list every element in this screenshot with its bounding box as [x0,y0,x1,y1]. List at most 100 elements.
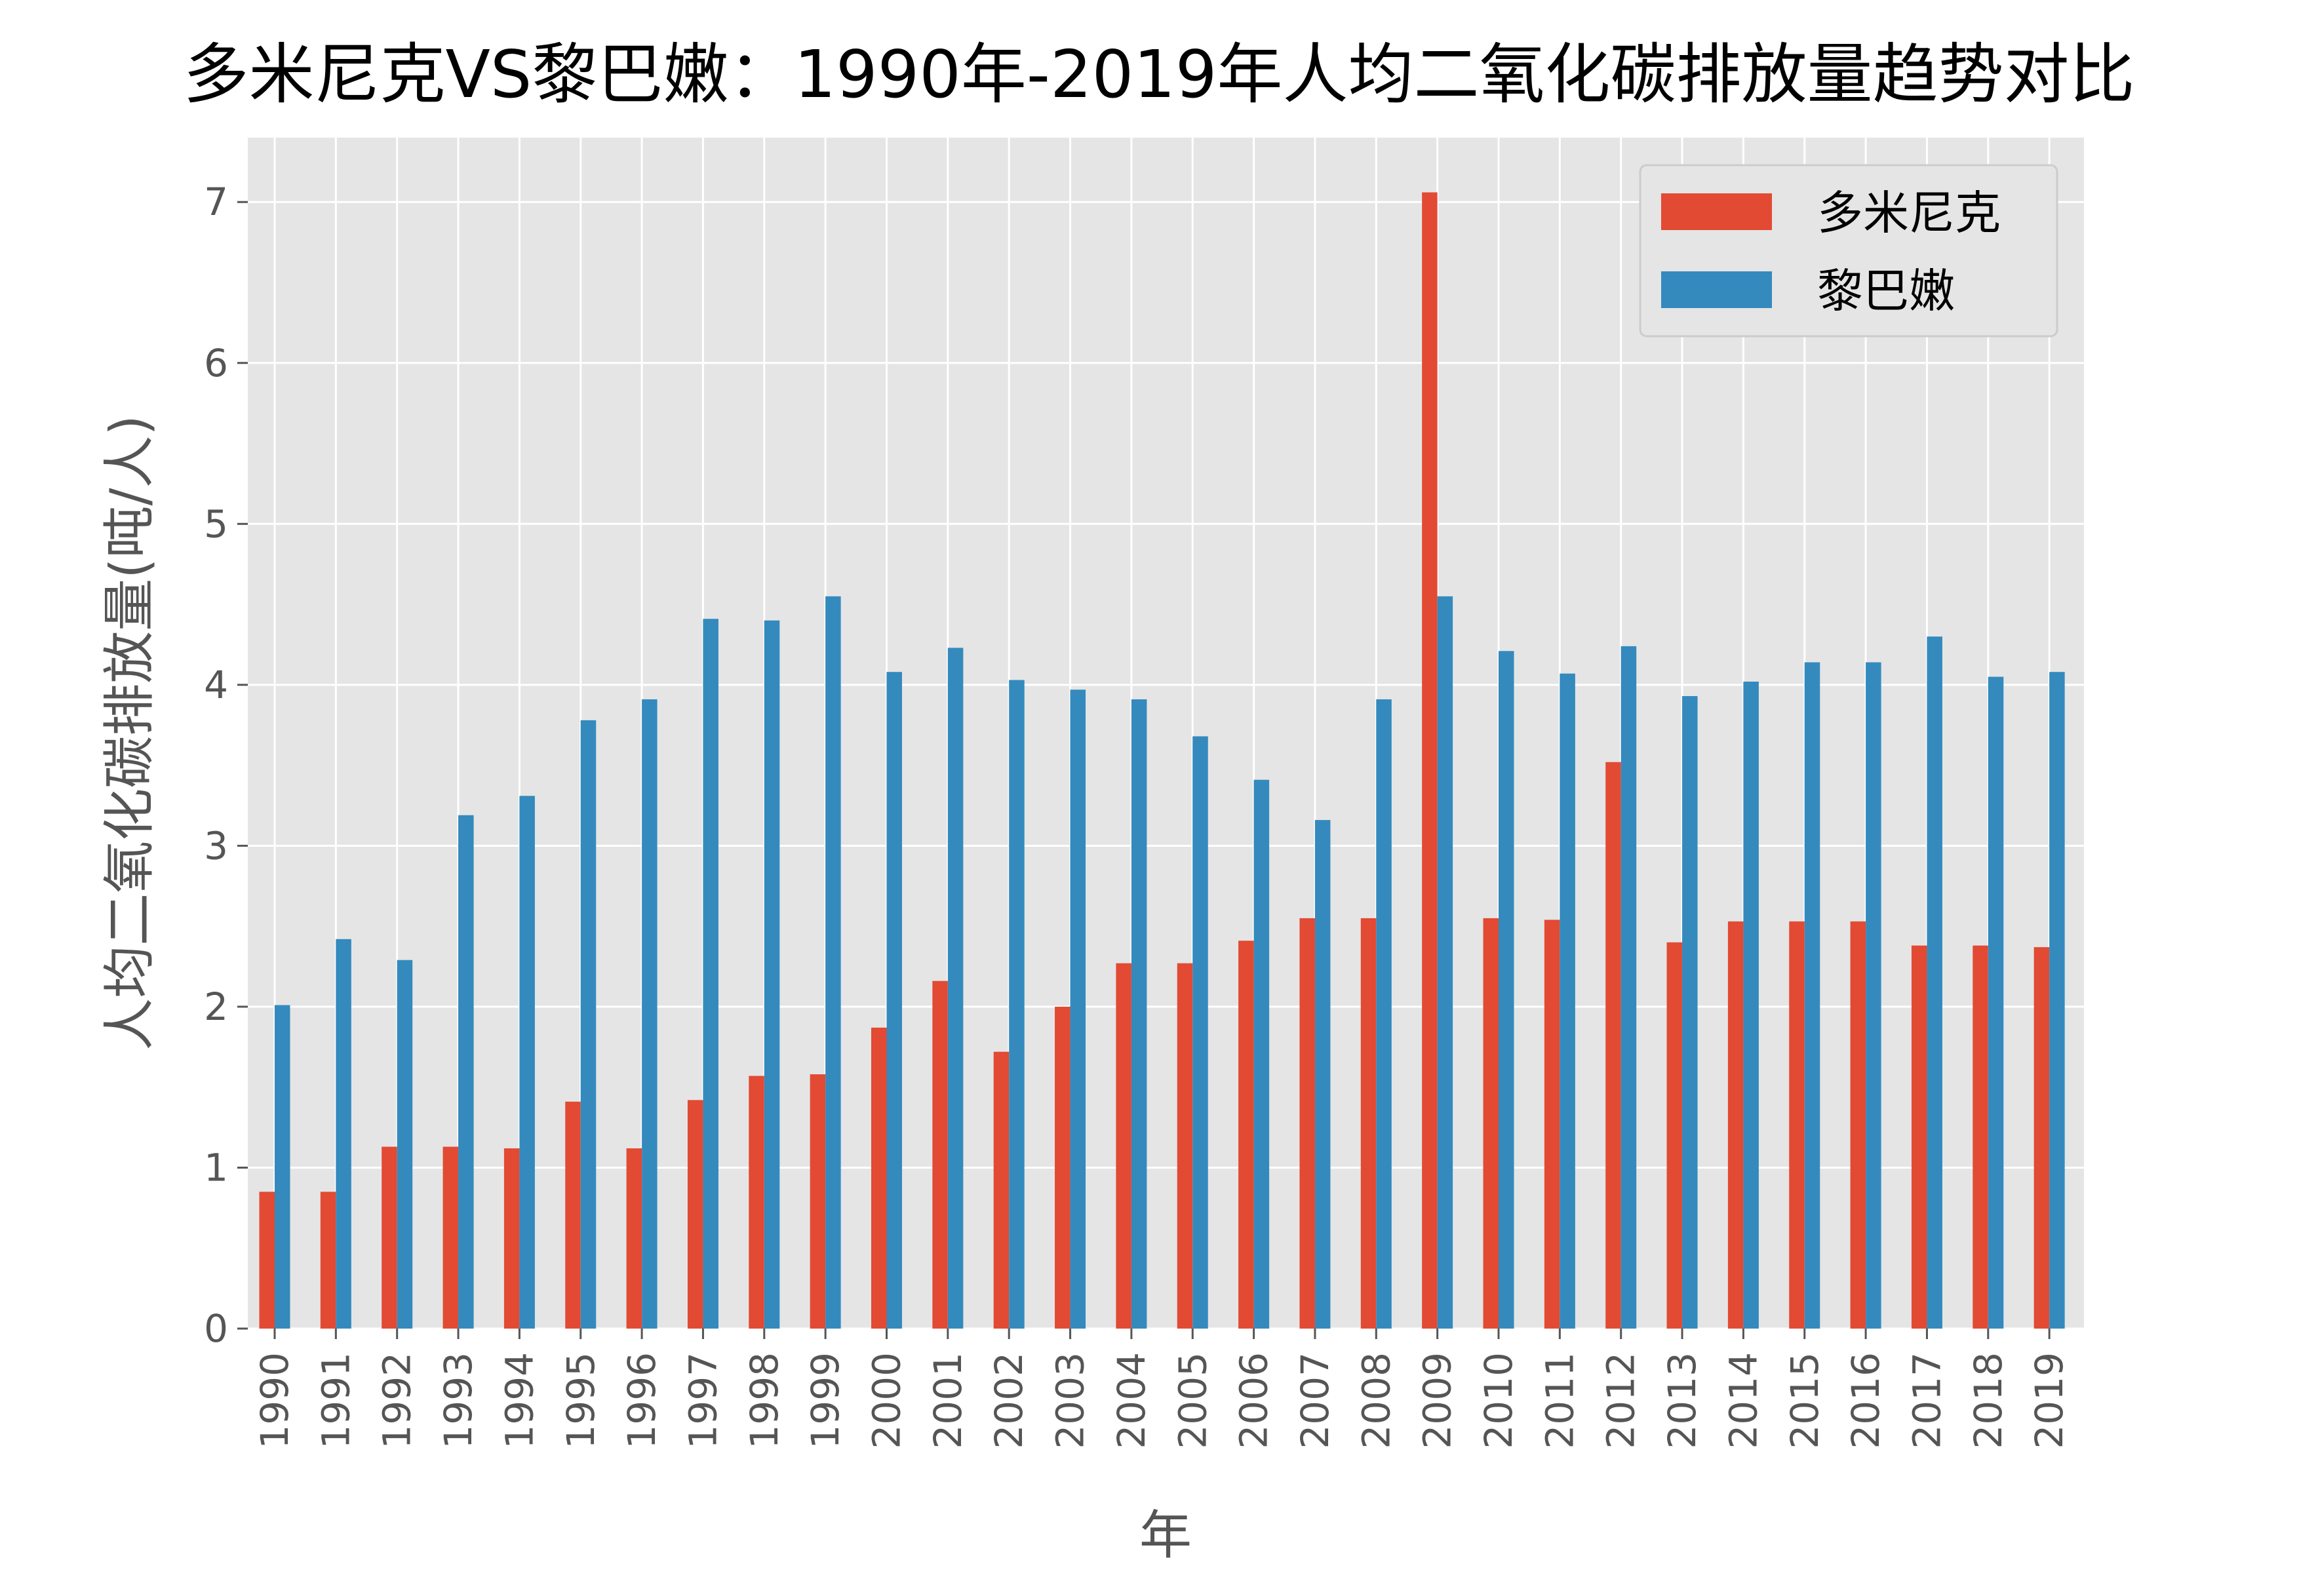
bar-lebanon [1253,779,1270,1329]
bar-lebanon [1866,662,1881,1329]
bar-lebanon [1192,736,1208,1329]
x-tick-label: 2019 [2027,1352,2072,1449]
x-tick-label: 2014 [1721,1352,1765,1449]
x-tick-label: 2011 [1537,1352,1582,1449]
y-tick-label: 4 [204,663,228,707]
bar-dominica [993,1051,1010,1329]
chart-title: 多米尼克VS黎巴嫩：1990年-2019年人均二氧化碳排放量趋势对比 [184,36,2135,113]
x-tick-label: 1990 [252,1352,297,1449]
x-axis-label: 年 [1139,1505,1192,1566]
bar-lebanon [275,1005,290,1329]
bar-dominica [442,1146,459,1329]
bar-lebanon [1743,681,1759,1329]
bar-lebanon [580,720,597,1329]
x-tick-label: 2013 [1660,1352,1704,1449]
x-tick-label: 2009 [1415,1352,1460,1449]
x-tick-label: 2002 [987,1352,1031,1449]
x-tick-label: 1996 [619,1352,664,1449]
legend: 多米尼克 黎巴嫩 [1639,164,2058,338]
bar-dominica [1789,921,1805,1329]
x-tick-label: 2008 [1354,1352,1398,1449]
bar-dominica [320,1192,336,1329]
bar-lebanon [886,672,902,1329]
x-tick-label: 1991 [313,1352,358,1449]
bar-lebanon [1437,596,1453,1329]
x-tick-label: 1998 [742,1352,787,1449]
bar-lebanon [947,648,964,1329]
bar-dominica [1911,945,1927,1329]
x-tick-label: 1992 [375,1352,420,1449]
y-axis: 0 1 2 3 4 5 6 7 [204,180,248,1351]
bar-lebanon [1070,690,1086,1329]
bar-dominica [382,1146,397,1329]
bar-lebanon [825,596,841,1329]
x-tick-label: 2010 [1476,1352,1521,1449]
bar-lebanon [519,796,535,1329]
legend-swatch-dominica [1661,193,1772,230]
bar-lebanon [1499,651,1514,1329]
bar-lebanon [764,620,780,1329]
x-tick-label: 2001 [926,1352,970,1449]
bar-lebanon [458,815,474,1329]
bar-dominica [1727,921,1744,1329]
x-tick-label: 2000 [865,1352,909,1449]
bar-dominica [1299,918,1315,1329]
y-tick-label: 7 [204,180,228,224]
y-tick-label: 6 [204,341,228,385]
x-tick-label: 1995 [559,1352,603,1449]
x-tick-label: 2006 [1232,1352,1276,1449]
bar-dominica [1973,945,1988,1329]
bar-lebanon [2049,672,2065,1329]
x-tick-label: 2016 [1843,1352,1888,1449]
bar-lebanon [642,699,658,1329]
bar-dominica [503,1148,520,1329]
x-tick-label: 1999 [803,1352,848,1449]
bar-dominica [1605,762,1621,1329]
bar-lebanon [1009,680,1025,1329]
x-tick-label: 2017 [1904,1352,1949,1449]
bar-lebanon [336,939,351,1329]
x-tick-label: 2018 [1966,1352,2011,1449]
x-tick-label: 2004 [1109,1352,1154,1449]
bar-dominica [1544,920,1560,1329]
bar-dominica [1360,918,1377,1329]
x-tick-label: 2007 [1293,1352,1337,1449]
bar-lebanon [1131,699,1147,1329]
bar-lebanon [1621,646,1637,1329]
bar-lebanon [1682,696,1698,1329]
x-tick-label: 1994 [497,1352,541,1449]
bar-dominica [932,981,948,1329]
bar-lebanon [1927,636,1942,1329]
y-tick-label: 1 [204,1145,228,1190]
bar-dominica [1177,963,1193,1329]
bar-dominica [871,1027,887,1329]
x-tick-label: 1997 [680,1352,725,1449]
y-tick-label: 3 [204,823,228,868]
bar-dominica [626,1148,642,1329]
legend-label-lebanon: 黎巴嫩 [1817,264,1955,318]
bar-lebanon [703,619,718,1329]
bar-lebanon [1988,676,2004,1329]
bar-dominica [810,1074,826,1329]
bar-lebanon [397,960,413,1329]
bar-dominica [1483,918,1499,1329]
y-tick-label: 0 [204,1306,228,1351]
legend-label-dominica: 多米尼克 [1817,186,2001,240]
y-tick-label: 5 [204,501,228,546]
bar-dominica [1666,942,1683,1329]
bar-dominica [1422,192,1438,1329]
bar-dominica [2033,947,2050,1329]
x-axis: 1990 1991 1992 1993 1994 1995 1996 1997 1998 1999… [252,1329,2072,1449]
x-tick-label: 2012 [1599,1352,1643,1449]
x-tick-label: 1993 [436,1352,481,1449]
bar-dominica [749,1076,764,1329]
bar-dominica [565,1101,581,1329]
bar-dominica [1116,963,1131,1329]
x-tick-label: 2015 [1782,1352,1827,1449]
bar-dominica [259,1192,275,1329]
bar-lebanon [1560,673,1575,1329]
bar-lebanon [1804,662,1820,1329]
y-tick-label: 2 [204,984,228,1029]
